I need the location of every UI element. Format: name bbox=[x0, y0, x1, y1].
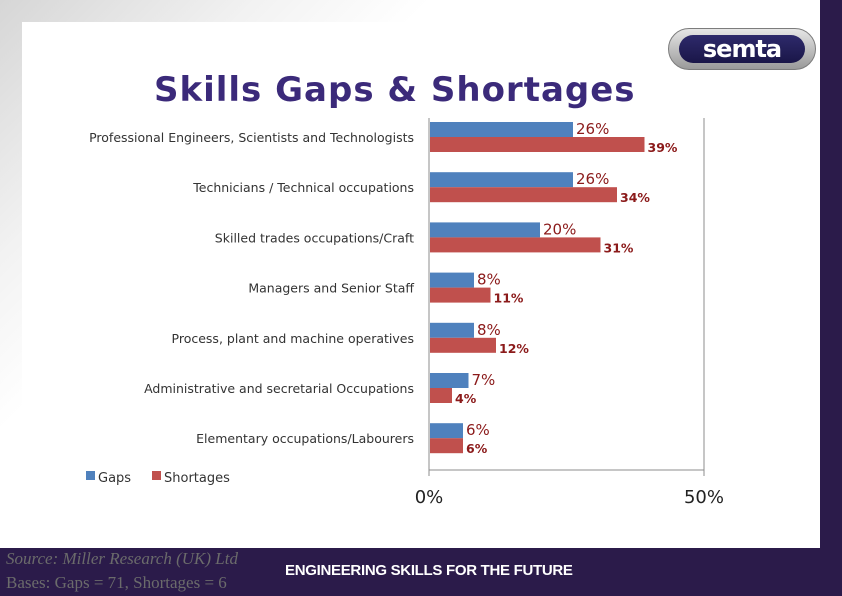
category-label: Elementary occupations/Labourers bbox=[196, 431, 414, 446]
slide-panel bbox=[22, 22, 812, 542]
gaps-value-label: 26% bbox=[576, 120, 609, 138]
bases-note: Bases: Gaps = 71, Shortages = 6 bbox=[6, 573, 227, 592]
page-title: Skills Gaps & Shortages bbox=[154, 70, 636, 110]
gaps-bar bbox=[430, 423, 463, 439]
category-label: Professional Engineers, Scientists and T… bbox=[89, 130, 414, 145]
logo-text: semta bbox=[679, 35, 805, 63]
shortages-value-label: 39% bbox=[648, 140, 678, 155]
footer-tagline: ENGINEERING SKILLS FOR THE FUTURE bbox=[285, 562, 573, 579]
gaps-value-label: 20% bbox=[543, 220, 576, 238]
legend-shortages-label: Shortages bbox=[164, 471, 230, 486]
shortages-bar bbox=[430, 337, 496, 353]
category-label: Skilled trades occupations/Craft bbox=[215, 230, 414, 245]
shortages-bar bbox=[430, 137, 645, 152]
gaps-value-label: 6% bbox=[466, 421, 490, 439]
x-tick-label: 0% bbox=[415, 487, 444, 508]
semta-logo: semta bbox=[668, 28, 816, 70]
right-strip bbox=[820, 0, 842, 596]
gaps-bar bbox=[430, 373, 469, 388]
shortages-bar bbox=[430, 388, 452, 403]
x-tick-label: 50% bbox=[684, 487, 724, 508]
gaps-bar bbox=[430, 222, 540, 238]
shortages-bar bbox=[430, 287, 491, 303]
gaps-value-label: 8% bbox=[477, 271, 501, 289]
gaps-bar bbox=[430, 122, 573, 137]
legend-gaps-swatch bbox=[86, 471, 95, 480]
gaps-value-label: 26% bbox=[576, 170, 609, 188]
shortages-value-label: 34% bbox=[620, 190, 650, 205]
legend-gaps-label: Gaps bbox=[98, 471, 131, 486]
shortages-bar bbox=[430, 438, 463, 454]
shortages-value-label: 6% bbox=[466, 441, 488, 456]
shortages-value-label: 11% bbox=[494, 291, 524, 306]
gaps-bar bbox=[430, 172, 573, 188]
category-label: Process, plant and machine operatives bbox=[172, 331, 414, 346]
category-label: Managers and Senior Staff bbox=[248, 281, 414, 296]
category-label: Technicians / Technical occupations bbox=[192, 180, 414, 195]
gaps-value-label: 7% bbox=[472, 371, 496, 389]
legend-shortages-swatch bbox=[152, 471, 161, 480]
gaps-bar bbox=[430, 322, 474, 338]
shortages-bar bbox=[430, 187, 617, 203]
gaps-bar bbox=[430, 272, 474, 288]
source-note: Source: Miller Research (UK) Ltd bbox=[6, 549, 238, 568]
shortages-value-label: 4% bbox=[455, 391, 477, 406]
shortages-bar bbox=[430, 237, 601, 253]
shortages-value-label: 12% bbox=[499, 341, 529, 356]
gaps-value-label: 8% bbox=[477, 321, 501, 339]
shortages-value-label: 31% bbox=[604, 240, 634, 255]
category-label: Administrative and secretarial Occupatio… bbox=[144, 381, 414, 396]
footer-band bbox=[0, 548, 820, 596]
